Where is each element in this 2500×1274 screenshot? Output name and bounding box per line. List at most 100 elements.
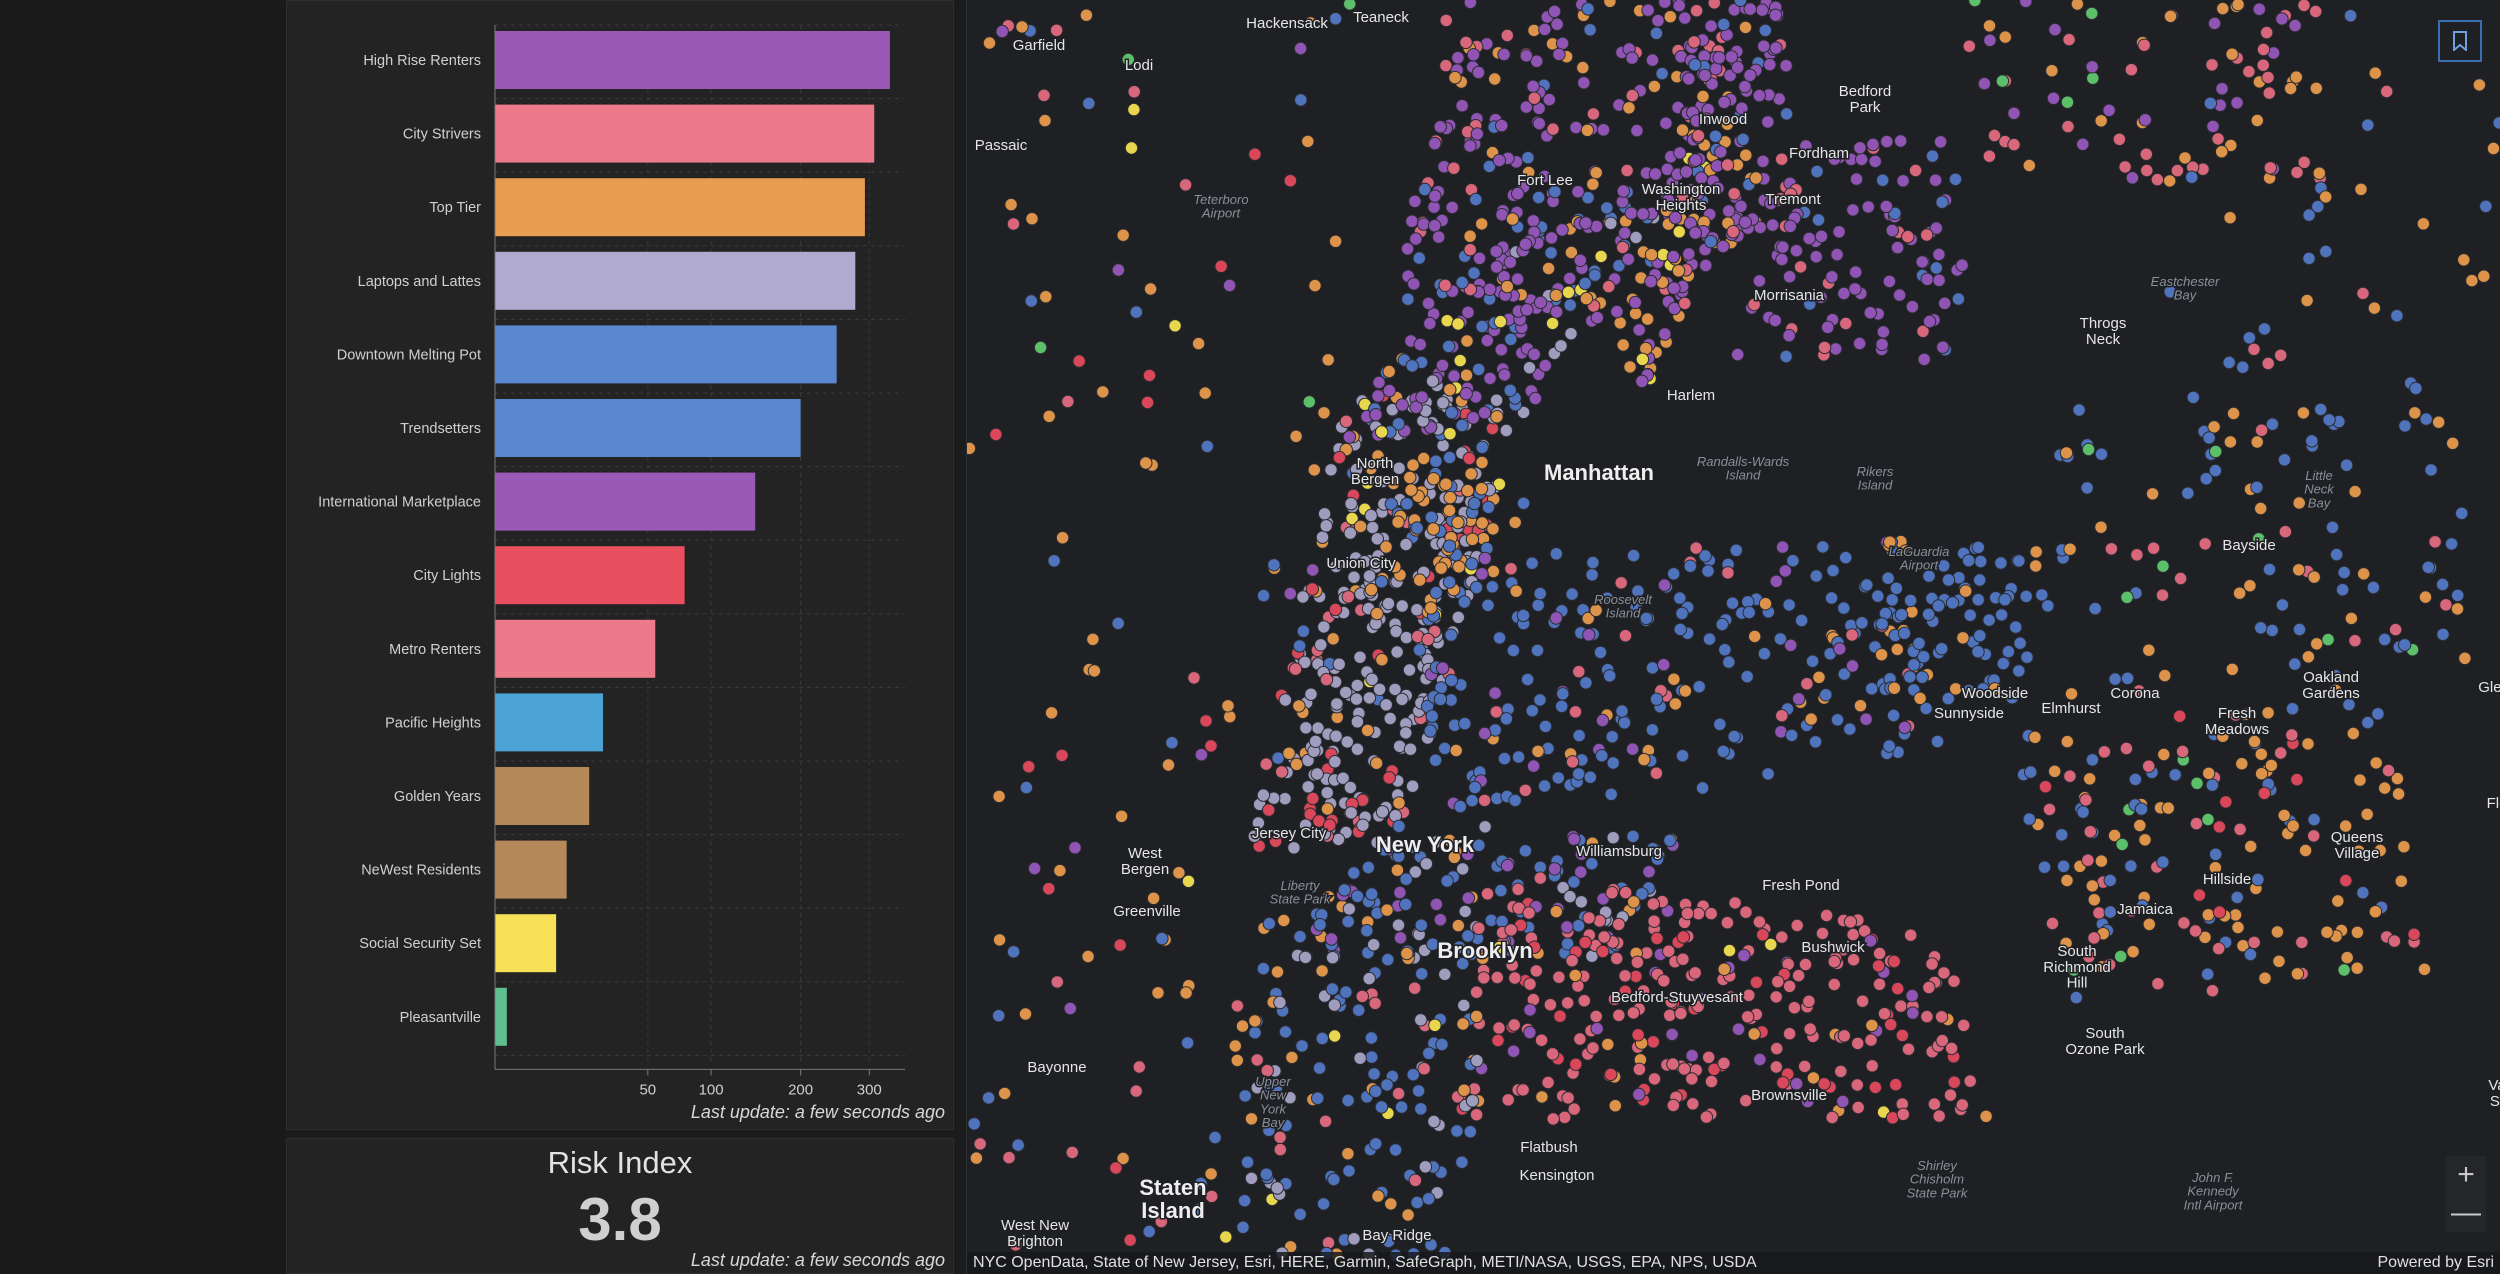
- segment-dot: [2081, 853, 2095, 867]
- segment-dot: [1466, 48, 1481, 62]
- segment-dot: [1461, 847, 1475, 861]
- segment-dot: [2297, 155, 2311, 170]
- segment-dot: [1214, 259, 1228, 273]
- segment-dot: [1552, 970, 1566, 984]
- segment-dot: [1714, 145, 1728, 159]
- segment-dot: [2368, 66, 2383, 80]
- bar-laptops-and-lattes[interactable]: [495, 251, 856, 310]
- segment-dot: [1894, 608, 1909, 622]
- segment-dot: [2138, 833, 2152, 847]
- segment-dot: [1406, 458, 1420, 472]
- segment-dot: [1278, 792, 1292, 806]
- segment-dot: [1769, 1060, 1783, 1074]
- segment-dot: [1537, 779, 1552, 793]
- segment-dot: [2300, 293, 2314, 308]
- segment-dot: [1916, 324, 1930, 338]
- segment-dot: [1688, 226, 1702, 240]
- bar-high-rise-renters[interactable]: [495, 31, 890, 89]
- place-label: VaSt: [2488, 1077, 2500, 1110]
- segment-dot: [1779, 107, 1794, 121]
- segment-dot: [1974, 554, 1988, 569]
- bar-top-tier[interactable]: [495, 178, 865, 237]
- segment-dot: [1625, 742, 1640, 756]
- zoom-in-button[interactable]: +: [2457, 1158, 2475, 1191]
- segment-dot: [1509, 584, 1523, 598]
- place-label: Morrisania: [1754, 287, 1825, 304]
- segment-dot: [1846, 203, 1860, 217]
- segment-dot: [2126, 945, 2140, 959]
- segment-dot: [1529, 964, 1543, 978]
- water-label-line: Upper: [1255, 1074, 1291, 1089]
- segment-dot: [1955, 1098, 1969, 1112]
- segment-dot: [2192, 888, 2207, 902]
- segment-dot: [1326, 632, 1340, 646]
- segment-dot: [2254, 767, 2269, 781]
- segment-dot: [1632, 1087, 1646, 1102]
- segment-dot: [1947, 1075, 1961, 1089]
- powered-by-esri[interactable]: Powered by Esri: [2377, 1254, 2495, 1271]
- segment-dot: [1463, 243, 1477, 257]
- place-label: South Ozone Park: [2065, 1025, 2145, 1058]
- segment-dot: [1315, 964, 1329, 978]
- segment-dot: [1904, 928, 1918, 942]
- segment-dot: [2260, 25, 2274, 40]
- segment-dot: [2186, 390, 2201, 405]
- segment-dot: [2309, 4, 2323, 19]
- segment-dot: [2348, 484, 2362, 499]
- bar-city-strivers[interactable]: [495, 104, 875, 163]
- segment-dot: [1428, 189, 1442, 203]
- segment-dot: [1493, 314, 1508, 329]
- bar-trendsetters[interactable]: [495, 399, 801, 457]
- bar-metro-renters[interactable]: [495, 619, 656, 678]
- segment-dot: [1596, 944, 1610, 959]
- category-label: NeWest Residents: [361, 863, 481, 879]
- segment-dot: [1775, 252, 1789, 267]
- major-place-label-line: New York: [1376, 832, 1475, 857]
- bar-pacific-heights[interactable]: [495, 693, 604, 752]
- segment-dot: [1425, 709, 1439, 723]
- segment-dot: [992, 1009, 1006, 1023]
- place-label: South Richmond Hill: [2043, 943, 2111, 992]
- segment-dot: [1494, 343, 1508, 357]
- segment-dot: [1789, 1077, 1804, 1091]
- bar-golden-years[interactable]: [495, 767, 590, 825]
- segment-dot: [1819, 688, 1833, 702]
- bar-downtown-melting-pot[interactable]: [495, 325, 837, 384]
- segment-dot: [1490, 410, 1504, 424]
- segment-dot: [2038, 780, 2053, 794]
- segment-dot: [2046, 91, 2061, 106]
- segment-dot: [1044, 706, 1059, 720]
- bookmarks-button[interactable]: [2438, 20, 2482, 62]
- segment-dot: [1113, 938, 1127, 952]
- segment-dot: [1530, 54, 1544, 68]
- water-label-line: Intl Airport: [2184, 1197, 2244, 1212]
- segment-dot: [1194, 1176, 1208, 1191]
- segment-dot: [2242, 64, 2256, 79]
- segment-dot: [1738, 20, 1753, 35]
- map-view[interactable]: Manhattan New York Brooklyn Staten Island Hac…: [966, 0, 2500, 1274]
- bar-city-lights[interactable]: [495, 546, 685, 605]
- segment-dot: [1763, 57, 1777, 72]
- segment-dot: [1645, 723, 1660, 737]
- segment-dot: [1181, 874, 1196, 888]
- bar-pleasantville[interactable]: [495, 987, 507, 1046]
- segment-dot: [1342, 430, 1357, 444]
- segment-dot: [2022, 812, 2037, 826]
- segment-dot: [1816, 540, 1830, 554]
- place-label-line: Jamaica: [2117, 901, 2174, 918]
- segment-dot: [1564, 327, 1578, 341]
- segment-dot: [2223, 435, 2238, 449]
- segment-dot: [1787, 1001, 1802, 1015]
- segment-dot: [2337, 565, 2351, 580]
- bar-social-security-set[interactable]: [495, 914, 557, 973]
- segment-dot: [2311, 199, 2325, 214]
- segment-dot: [1329, 559, 1343, 574]
- segment-dot: [1422, 1192, 1436, 1206]
- bar-international-marketplace[interactable]: [495, 472, 756, 531]
- segment-dot: [1414, 1102, 1428, 1116]
- zoom-out-button[interactable]: —: [2451, 1196, 2481, 1229]
- segment-dot: [1442, 339, 1456, 354]
- bar-newest-residents[interactable]: [495, 840, 567, 899]
- segment-dot: [2344, 611, 2359, 626]
